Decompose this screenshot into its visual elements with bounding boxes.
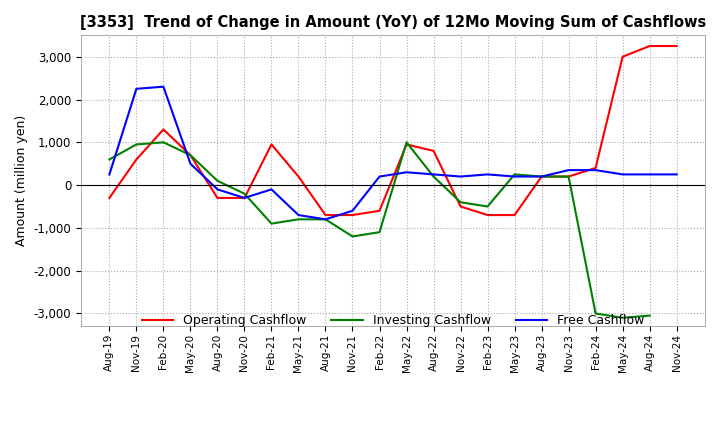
Free Cashflow — [672, 172, 681, 177]
Operating Cashflow — [510, 213, 519, 218]
Line: Investing Cashflow: Investing Cashflow — [109, 142, 649, 318]
Investing Cashflow — [402, 139, 411, 145]
Operating Cashflow — [402, 142, 411, 147]
Investing Cashflow — [375, 230, 384, 235]
Investing Cashflow — [321, 216, 330, 222]
Operating Cashflow — [294, 174, 303, 179]
Free Cashflow — [294, 213, 303, 218]
Investing Cashflow — [186, 153, 194, 158]
Investing Cashflow — [591, 311, 600, 316]
Investing Cashflow — [537, 174, 546, 179]
Free Cashflow — [564, 168, 573, 173]
Free Cashflow — [429, 172, 438, 177]
Investing Cashflow — [510, 172, 519, 177]
Investing Cashflow — [240, 191, 249, 196]
Operating Cashflow — [375, 208, 384, 213]
Free Cashflow — [159, 84, 168, 89]
Investing Cashflow — [294, 216, 303, 222]
Investing Cashflow — [429, 174, 438, 179]
Investing Cashflow — [132, 142, 140, 147]
Investing Cashflow — [105, 157, 114, 162]
Operating Cashflow — [564, 174, 573, 179]
Operating Cashflow — [483, 213, 492, 218]
Free Cashflow — [456, 174, 465, 179]
Y-axis label: Amount (million yen): Amount (million yen) — [15, 115, 28, 246]
Investing Cashflow — [213, 178, 222, 183]
Free Cashflow — [240, 195, 249, 201]
Operating Cashflow — [321, 213, 330, 218]
Line: Free Cashflow: Free Cashflow — [109, 87, 677, 219]
Line: Operating Cashflow: Operating Cashflow — [109, 46, 677, 215]
Free Cashflow — [510, 174, 519, 179]
Free Cashflow — [402, 170, 411, 175]
Operating Cashflow — [645, 44, 654, 49]
Investing Cashflow — [645, 313, 654, 318]
Free Cashflow — [186, 161, 194, 166]
Free Cashflow — [375, 174, 384, 179]
Operating Cashflow — [267, 142, 276, 147]
Free Cashflow — [213, 187, 222, 192]
Investing Cashflow — [348, 234, 357, 239]
Investing Cashflow — [267, 221, 276, 226]
Title: [3353]  Trend of Change in Amount (YoY) of 12Mo Moving Sum of Cashflows: [3353] Trend of Change in Amount (YoY) o… — [80, 15, 706, 30]
Operating Cashflow — [105, 195, 114, 201]
Operating Cashflow — [348, 213, 357, 218]
Free Cashflow — [483, 172, 492, 177]
Operating Cashflow — [591, 165, 600, 171]
Operating Cashflow — [186, 153, 194, 158]
Free Cashflow — [618, 172, 627, 177]
Free Cashflow — [321, 216, 330, 222]
Free Cashflow — [537, 174, 546, 179]
Free Cashflow — [348, 208, 357, 213]
Operating Cashflow — [159, 127, 168, 132]
Free Cashflow — [105, 172, 114, 177]
Investing Cashflow — [456, 200, 465, 205]
Operating Cashflow — [240, 195, 249, 201]
Operating Cashflow — [213, 195, 222, 201]
Investing Cashflow — [159, 139, 168, 145]
Operating Cashflow — [456, 204, 465, 209]
Free Cashflow — [132, 86, 140, 92]
Investing Cashflow — [564, 174, 573, 179]
Free Cashflow — [267, 187, 276, 192]
Investing Cashflow — [483, 204, 492, 209]
Free Cashflow — [591, 168, 600, 173]
Free Cashflow — [645, 172, 654, 177]
Investing Cashflow — [618, 315, 627, 320]
Operating Cashflow — [429, 148, 438, 154]
Operating Cashflow — [132, 157, 140, 162]
Legend: Operating Cashflow, Investing Cashflow, Free Cashflow: Operating Cashflow, Investing Cashflow, … — [137, 309, 649, 332]
Operating Cashflow — [672, 44, 681, 49]
Operating Cashflow — [537, 174, 546, 179]
Operating Cashflow — [618, 54, 627, 59]
